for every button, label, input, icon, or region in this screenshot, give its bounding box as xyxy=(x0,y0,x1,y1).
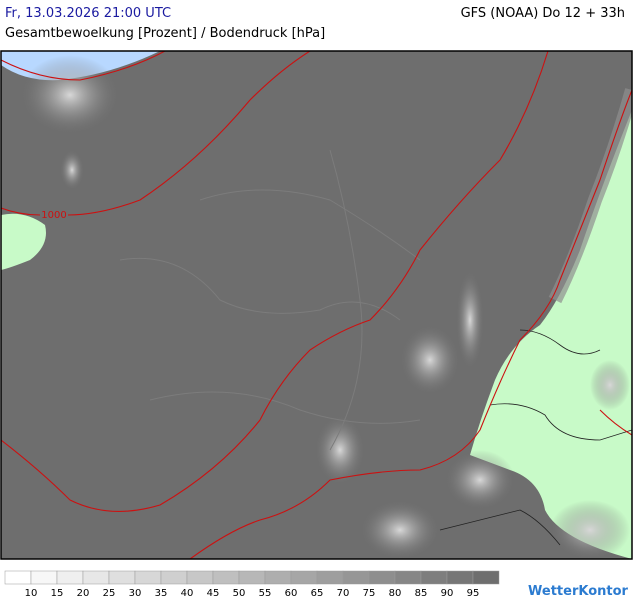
legend-swatch xyxy=(238,570,266,585)
legend-label: 85 xyxy=(415,588,428,599)
legend-label: 55 xyxy=(259,588,272,599)
legend-swatch xyxy=(264,570,292,585)
legend-label: 30 xyxy=(129,588,142,599)
legend-label: 35 xyxy=(155,588,168,599)
land-green xyxy=(1,213,46,270)
legend-label: 80 xyxy=(389,588,402,599)
legend-label: 50 xyxy=(233,588,246,599)
legend-swatch xyxy=(160,570,188,585)
legend-swatch xyxy=(316,570,344,585)
legend-swatch xyxy=(108,570,136,585)
legend-swatch xyxy=(446,570,474,585)
legend-swatch xyxy=(30,570,58,585)
legend-swatch xyxy=(394,570,422,585)
isobar-label: 1000 xyxy=(41,210,66,221)
legend-swatch xyxy=(368,570,396,585)
subtitle: Gesamtbewoelkung [Prozent] / Bodendruck … xyxy=(5,26,326,41)
legend-label: 95 xyxy=(467,588,480,599)
legend-label: 20 xyxy=(77,588,90,599)
datetime: Fr, 13.03.2026 21:00 UTC xyxy=(5,6,172,21)
legend-label: 15 xyxy=(51,588,64,599)
legend-label: 25 xyxy=(103,588,116,599)
legend-swatch xyxy=(56,570,84,585)
legend-swatch xyxy=(420,570,448,585)
legend-label: 70 xyxy=(337,588,350,599)
legend-swatch xyxy=(342,570,370,585)
legend-label: 45 xyxy=(207,588,220,599)
legend-swatch xyxy=(290,570,318,585)
model-run: GFS (NOAA) Do 12 + 33h xyxy=(460,6,625,21)
legend-label: 60 xyxy=(285,588,298,599)
legend-swatch xyxy=(186,570,214,585)
logo: WetterKontor xyxy=(528,584,629,599)
legend-label: 65 xyxy=(311,588,324,599)
legend: 10 15 20 25 30 35 40 45 50 55 60 65 70 75 80 85 90 95 xyxy=(4,570,500,599)
legend-swatch xyxy=(472,570,500,585)
legend-swatch xyxy=(4,570,32,585)
isobars xyxy=(1,51,632,559)
map-area: 1000 xyxy=(1,51,632,559)
legend-swatch xyxy=(212,570,240,585)
legend-label: 90 xyxy=(441,588,454,599)
legend-label: 40 xyxy=(181,588,194,599)
legend-swatch xyxy=(134,570,162,585)
legend-swatch xyxy=(82,570,110,585)
legend-label: 75 xyxy=(363,588,376,599)
legend-label: 10 xyxy=(25,588,38,599)
